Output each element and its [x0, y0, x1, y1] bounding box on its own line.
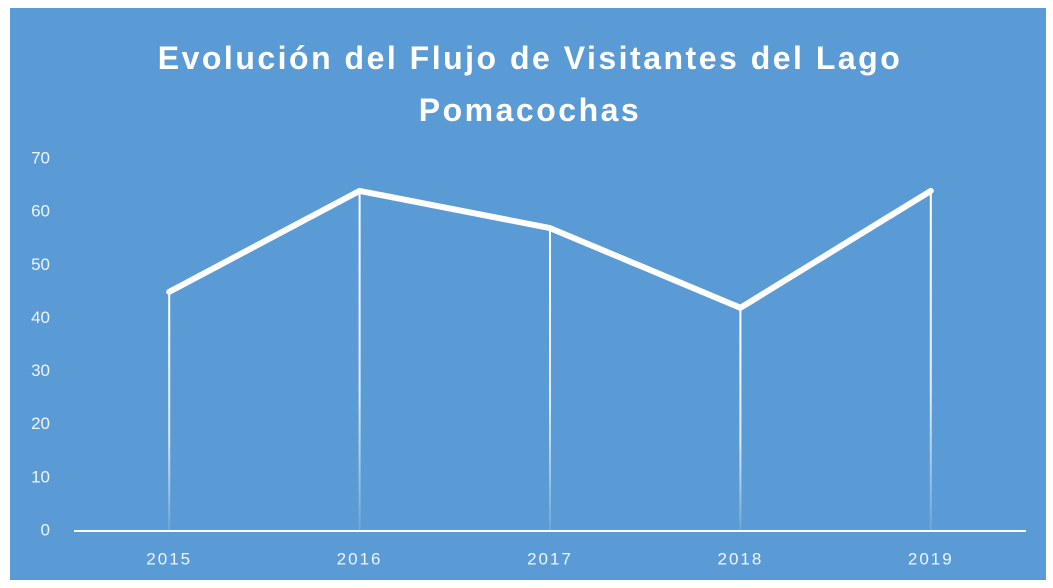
y-tick-label: 30	[31, 361, 50, 380]
y-tick-label: 40	[31, 308, 50, 327]
drop-line	[929, 190, 932, 531]
drop-line	[739, 307, 742, 531]
y-tick-label: 70	[31, 148, 50, 167]
drop-line	[358, 190, 361, 531]
drop-line	[168, 291, 171, 531]
y-tick-label: 10	[31, 467, 50, 486]
x-tick-label: 2018	[717, 549, 763, 568]
drop-line	[549, 228, 551, 532]
chart-title: Evolución del Flujo de Visitantes del La…	[157, 40, 903, 128]
y-tick-label: 50	[31, 255, 50, 274]
y-tick-label: 0	[41, 520, 50, 539]
series-line	[166, 187, 934, 311]
x-tick-label: 2015	[146, 549, 192, 568]
y-tick-label: 20	[31, 414, 50, 433]
x-tick-label: 2019	[908, 549, 954, 568]
x-tick-label: 2017	[527, 549, 573, 568]
y-tick-label: 60	[31, 202, 50, 221]
chart-background	[10, 8, 1046, 580]
x-tick-label: 2016	[337, 549, 383, 568]
